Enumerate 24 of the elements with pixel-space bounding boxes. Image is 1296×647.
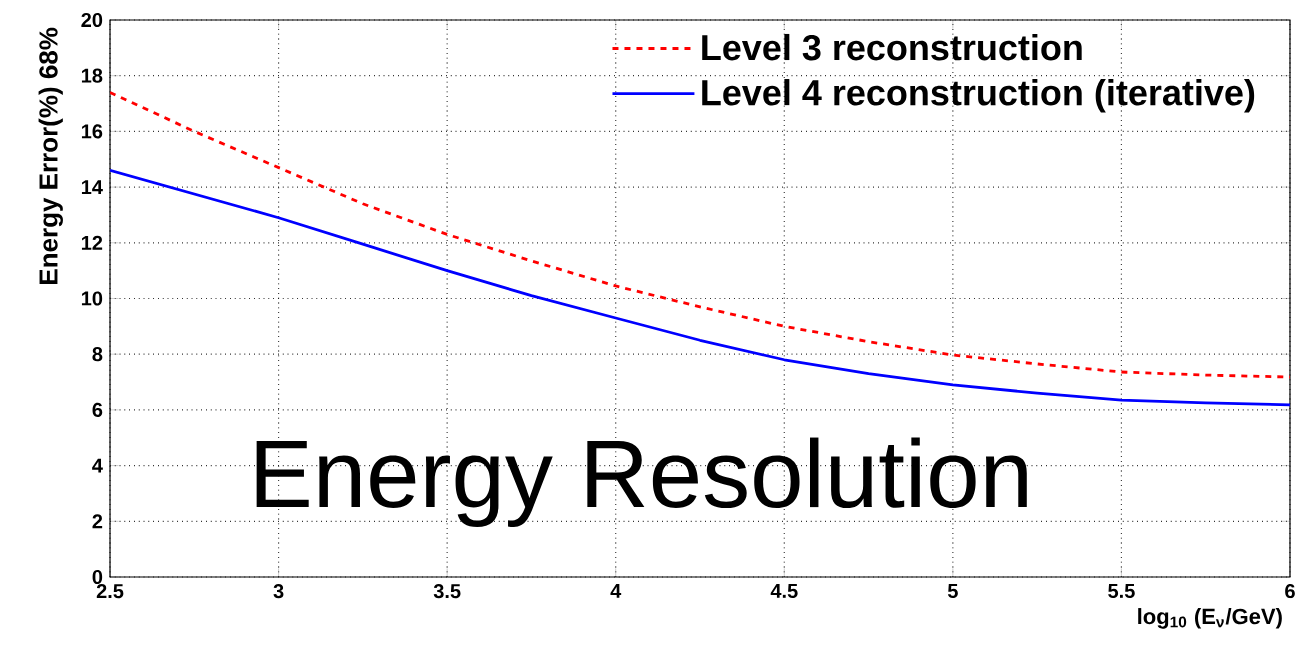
y-tick-label: 0 <box>92 569 103 585</box>
y-tick-label: 16 <box>81 124 103 139</box>
legend-label: Level 3 reconstruction <box>702 33 1082 61</box>
x-axis-title: log$_{10}$ (E$_{ν}$/GeV) <box>1138 608 1282 629</box>
y-tick-label: 14 <box>81 180 103 194</box>
x-tick-label: 4 <box>610 584 622 598</box>
x-tick-label: 2.5 <box>96 584 124 599</box>
y-tick-label: 12 <box>81 235 103 250</box>
x-tick-label: 3 <box>273 584 284 599</box>
y-tick-label: 8 <box>92 347 103 362</box>
x-tick-label: 3.5 <box>433 584 461 599</box>
y-tick-label: 4 <box>92 458 103 473</box>
x-tick-label: 6 <box>1285 584 1295 599</box>
x-tick-label: 5.5 <box>1108 584 1135 598</box>
y-axis-title: Energy Error(%) 68% <box>38 27 63 284</box>
y-tick-label: 6 <box>92 402 103 417</box>
y-tick-label: 18 <box>81 68 103 83</box>
x-tick-label: 4.5 <box>770 584 798 598</box>
y-tick-label: 10 <box>81 291 103 306</box>
annotation: Energy Resolution <box>256 437 1027 528</box>
legend-label: Level 4 reconstruction (iterative) <box>702 79 1255 113</box>
y-tick-label: 20 <box>81 12 103 28</box>
x-tick-label: 5 <box>947 584 958 598</box>
y-tick-label: 2 <box>92 514 103 529</box>
